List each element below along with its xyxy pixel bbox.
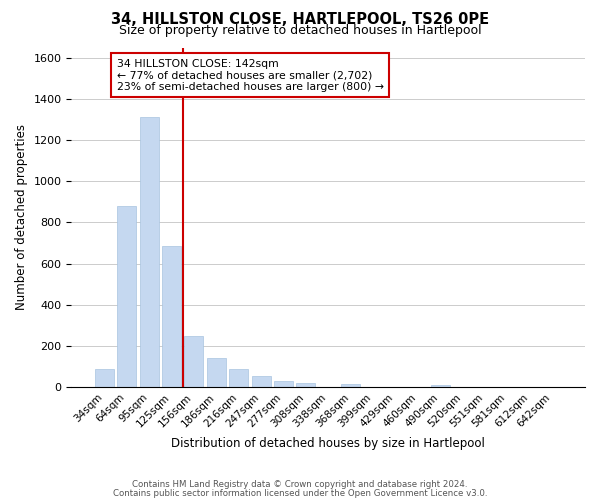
Bar [140,118,158,387]
Bar [162,246,181,387]
Bar [431,385,449,387]
Text: Size of property relative to detached houses in Hartlepool: Size of property relative to detached ho… [119,24,481,37]
Bar [296,383,316,387]
Bar [95,369,114,387]
Text: Contains public sector information licensed under the Open Government Licence v3: Contains public sector information licen… [113,489,487,498]
Y-axis label: Number of detached properties: Number of detached properties [15,124,28,310]
Bar [274,381,293,387]
X-axis label: Distribution of detached houses by size in Hartlepool: Distribution of detached houses by size … [171,437,485,450]
Bar [251,376,271,387]
Bar [341,384,360,387]
Bar [117,206,136,387]
Bar [207,358,226,387]
Text: 34 HILLSTON CLOSE: 142sqm
← 77% of detached houses are smaller (2,702)
23% of se: 34 HILLSTON CLOSE: 142sqm ← 77% of detac… [116,59,383,92]
Bar [229,370,248,387]
Text: Contains HM Land Registry data © Crown copyright and database right 2024.: Contains HM Land Registry data © Crown c… [132,480,468,489]
Bar [184,336,203,387]
Text: 34, HILLSTON CLOSE, HARTLEPOOL, TS26 0PE: 34, HILLSTON CLOSE, HARTLEPOOL, TS26 0PE [111,12,489,28]
